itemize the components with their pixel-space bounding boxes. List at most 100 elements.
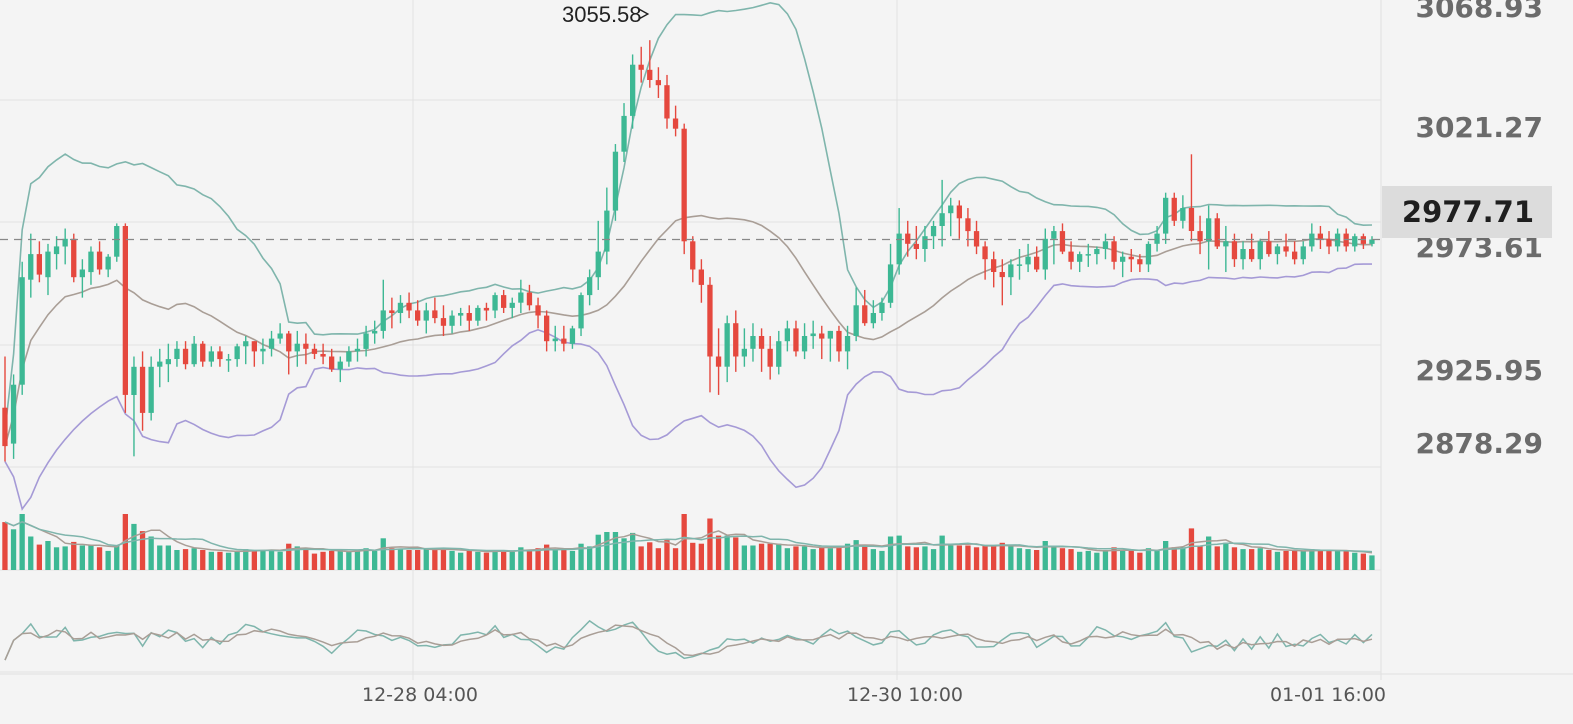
candle-body [71, 238, 77, 278]
candle-body [432, 310, 438, 319]
volume-bar [758, 543, 765, 570]
candle [724, 315, 730, 383]
volume-bar [36, 544, 42, 570]
candle-body [1102, 241, 1109, 249]
candle-body [182, 348, 189, 365]
volume-bar [750, 545, 756, 570]
volume-bar [380, 538, 386, 570]
time-axis-label: 01-01 16:00 [1270, 684, 1387, 706]
candle [114, 223, 120, 262]
candle-body [1283, 246, 1289, 252]
candle [1266, 231, 1272, 257]
volume-bar [174, 550, 180, 570]
candle-body [415, 310, 421, 321]
candle [475, 305, 481, 326]
candle-body [1163, 197, 1169, 234]
volume-bar [741, 545, 747, 570]
volume-bar [311, 553, 318, 570]
candle-body [200, 343, 206, 362]
candle [71, 233, 77, 283]
volume-bar [1223, 542, 1229, 570]
candle [294, 330, 300, 367]
candle [329, 348, 335, 372]
candle [690, 236, 696, 283]
volume-bar [501, 550, 507, 570]
candle [466, 305, 472, 331]
candle [1111, 236, 1117, 270]
candle-body [28, 254, 34, 280]
candle [827, 330, 833, 362]
volume-bar [1274, 551, 1281, 570]
candle-body [311, 348, 318, 354]
candle-body [96, 251, 103, 270]
volume-bar [1085, 550, 1091, 570]
candle-body [449, 315, 455, 326]
candle [1223, 225, 1229, 273]
candle [10, 374, 17, 459]
candle [277, 323, 283, 344]
volume-bar [1128, 550, 1134, 570]
candle-body [810, 333, 816, 337]
candle-body [836, 330, 842, 352]
candle [492, 292, 498, 319]
volume-bar [1154, 550, 1160, 570]
candle-body [733, 323, 739, 357]
candle-body [827, 330, 833, 339]
volume-bar [397, 549, 404, 570]
volume-bar [1120, 550, 1126, 570]
volume-bar [329, 550, 335, 570]
volume-bar [1094, 552, 1100, 570]
candle-body [1369, 239, 1375, 244]
volume-bar [320, 551, 326, 570]
candle [535, 297, 541, 329]
candle-body [681, 128, 687, 242]
volume-bar [638, 546, 644, 570]
volume-bar [225, 552, 232, 570]
volume-bar [139, 531, 146, 570]
candle [1309, 223, 1315, 252]
candle-body [1326, 238, 1332, 247]
candle [655, 67, 661, 98]
volume-bar [1300, 550, 1306, 570]
volume-bar [1292, 550, 1298, 570]
volume-bar [200, 550, 206, 570]
candle [810, 320, 816, 349]
candle [200, 341, 206, 367]
candle-body [53, 246, 60, 255]
candle-body [896, 233, 902, 265]
volume-bar [647, 542, 653, 570]
price-axis-label: 2925.95 [1415, 354, 1543, 387]
candle [982, 241, 988, 280]
candle-body [870, 313, 876, 324]
volume-bar [1059, 548, 1066, 570]
candle-body [191, 343, 197, 365]
volume-bar [1163, 541, 1169, 570]
volume-bar [268, 550, 275, 570]
candle-body [647, 69, 653, 80]
candle [28, 233, 34, 298]
candle-body [79, 269, 85, 278]
volume-bar [19, 514, 25, 570]
candle-body [2, 407, 8, 447]
candle-body [1274, 246, 1281, 255]
candle [1077, 251, 1083, 273]
candle [784, 320, 790, 352]
candle-body [406, 302, 412, 311]
volume-bar [544, 544, 550, 570]
candle-body [1042, 238, 1048, 270]
volume-bar [939, 535, 945, 570]
candle-body [320, 354, 326, 357]
candle [2, 356, 8, 462]
volume-bar [1240, 549, 1246, 570]
candle [526, 284, 533, 311]
time-axis-label: 12-28 04:00 [362, 684, 479, 706]
volume-bar [604, 532, 610, 570]
volume-bar [88, 545, 94, 570]
candle-body [784, 328, 790, 342]
volume-bar [28, 536, 34, 570]
candle [1326, 231, 1332, 255]
candle [750, 323, 756, 362]
volume-bar [819, 547, 825, 570]
candle [698, 259, 704, 303]
volume-ma-line [4, 520, 1373, 553]
